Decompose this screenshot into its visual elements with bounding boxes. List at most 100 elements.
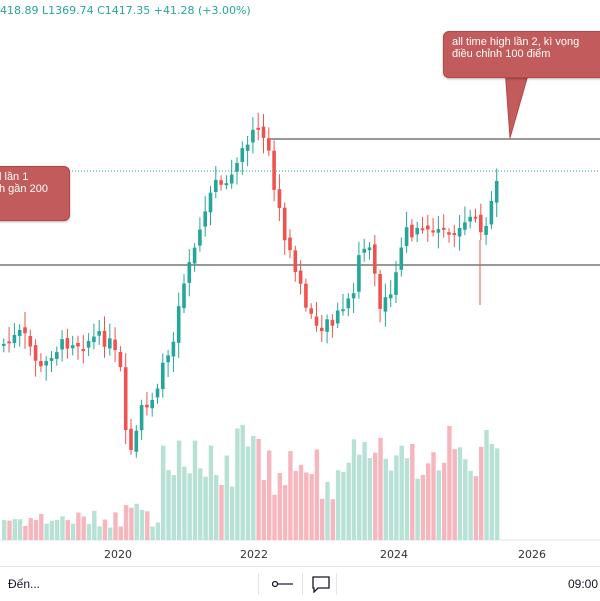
annotation-bubble-second[interactable]: all time high lần 2, kì vọng điều chỉnh … <box>443 31 600 78</box>
candle-body <box>309 308 313 314</box>
volume-bar <box>166 470 171 540</box>
volume-bar <box>182 466 187 540</box>
volume-bar <box>224 455 229 540</box>
callout-pointer <box>504 67 531 139</box>
volume-bar <box>134 503 139 540</box>
candle-body <box>76 342 80 347</box>
candle-body <box>373 244 377 274</box>
candle-body <box>378 273 382 309</box>
candle-body <box>441 227 446 230</box>
toolbar-separator <box>302 573 303 595</box>
volume-bar <box>245 446 251 540</box>
volume-bar <box>65 520 70 540</box>
volume-bar <box>49 520 55 540</box>
candle-body <box>229 174 234 184</box>
candle-body <box>108 338 112 349</box>
price-chart[interactable] <box>0 0 600 566</box>
candle-body <box>468 216 472 222</box>
candle-body <box>452 233 457 236</box>
range-icon[interactable] <box>270 572 296 596</box>
annotation-second-line1: all time high lần 2, kì vọng <box>452 36 580 48</box>
volume-bar <box>187 473 192 540</box>
candle-body <box>415 227 419 235</box>
volume-bar <box>229 486 235 540</box>
volume-bar <box>298 464 304 540</box>
volume-bar <box>447 425 452 540</box>
candle-body <box>288 237 292 251</box>
comment-icon[interactable] <box>308 572 334 596</box>
candle-body <box>314 316 319 326</box>
candle-body <box>55 352 59 359</box>
volume-bar <box>309 474 314 540</box>
x-axis-label-2022: 2022 <box>240 548 268 561</box>
volume-bar <box>113 512 118 540</box>
candle-body <box>17 329 22 336</box>
volume-bar <box>320 498 325 540</box>
x-axis-label-2024: 2024 <box>380 548 408 561</box>
volume-bar <box>468 470 473 540</box>
bottom-toolbar: Đến... 09:00 <box>0 566 600 601</box>
volume-bar <box>441 462 447 540</box>
volume-bar <box>293 471 298 540</box>
candle-body <box>208 192 213 213</box>
volume-bar <box>463 459 468 540</box>
volume-bar <box>198 468 203 540</box>
candle-body <box>346 298 351 309</box>
volume-bar <box>129 507 134 540</box>
toolbar-separator <box>258 573 259 595</box>
volume-bar <box>102 519 108 540</box>
candle-body <box>489 200 494 225</box>
candle-body <box>341 309 345 312</box>
candle-body <box>102 330 107 347</box>
candle-body <box>150 399 154 409</box>
volume-bar <box>192 440 198 540</box>
goto-date-button[interactable]: Đến... <box>8 577 41 591</box>
annotation-second-line2: điều chỉnh 100 điểm <box>452 48 551 60</box>
volume-bar <box>489 443 494 540</box>
volume-bar <box>171 475 176 540</box>
volume-bar <box>161 445 166 540</box>
candle-body <box>399 247 404 270</box>
volume-bar <box>484 429 489 540</box>
volume-bar <box>399 445 404 540</box>
volume-bar <box>494 448 500 540</box>
candle-body <box>176 306 181 343</box>
volume-bar <box>86 524 92 540</box>
candle-body <box>2 343 6 346</box>
annotation-first-line2: h gần 200 <box>0 183 48 195</box>
candle-body <box>12 334 17 344</box>
candle-body <box>256 127 260 130</box>
volume-bar <box>150 526 155 540</box>
candle-body <box>134 430 139 452</box>
candle-body <box>97 331 101 336</box>
candle-body <box>261 126 266 138</box>
volume-bar <box>272 494 277 540</box>
volume-bar <box>383 458 388 540</box>
candle-body <box>23 327 27 334</box>
volume-bar <box>277 473 282 540</box>
volume-bar <box>7 520 12 540</box>
candle-body <box>484 225 488 235</box>
x-axis-label-2020: 2020 <box>104 548 132 561</box>
volume-bar <box>304 472 309 540</box>
volume-bar <box>378 437 383 540</box>
candle-body <box>240 148 245 163</box>
annotation-bubble-first[interactable]: l lần 1 h gần 200 <box>0 166 70 221</box>
volume-bar <box>55 519 60 540</box>
volume-bar <box>341 472 346 540</box>
volume-bar <box>373 452 378 540</box>
volume-bar <box>92 510 97 540</box>
candle-body <box>113 339 117 351</box>
candle-body <box>203 211 207 227</box>
volume-bar <box>155 522 161 540</box>
volume-bar <box>261 479 267 540</box>
candle-body <box>33 345 38 361</box>
candle-body <box>245 144 250 151</box>
toolbar-separator <box>336 573 337 595</box>
candle-body <box>224 183 229 186</box>
volume-bar <box>118 526 123 540</box>
candle-body <box>49 357 54 361</box>
volume-bar <box>108 527 113 540</box>
candle-body <box>235 162 239 172</box>
candle-body <box>192 247 197 264</box>
